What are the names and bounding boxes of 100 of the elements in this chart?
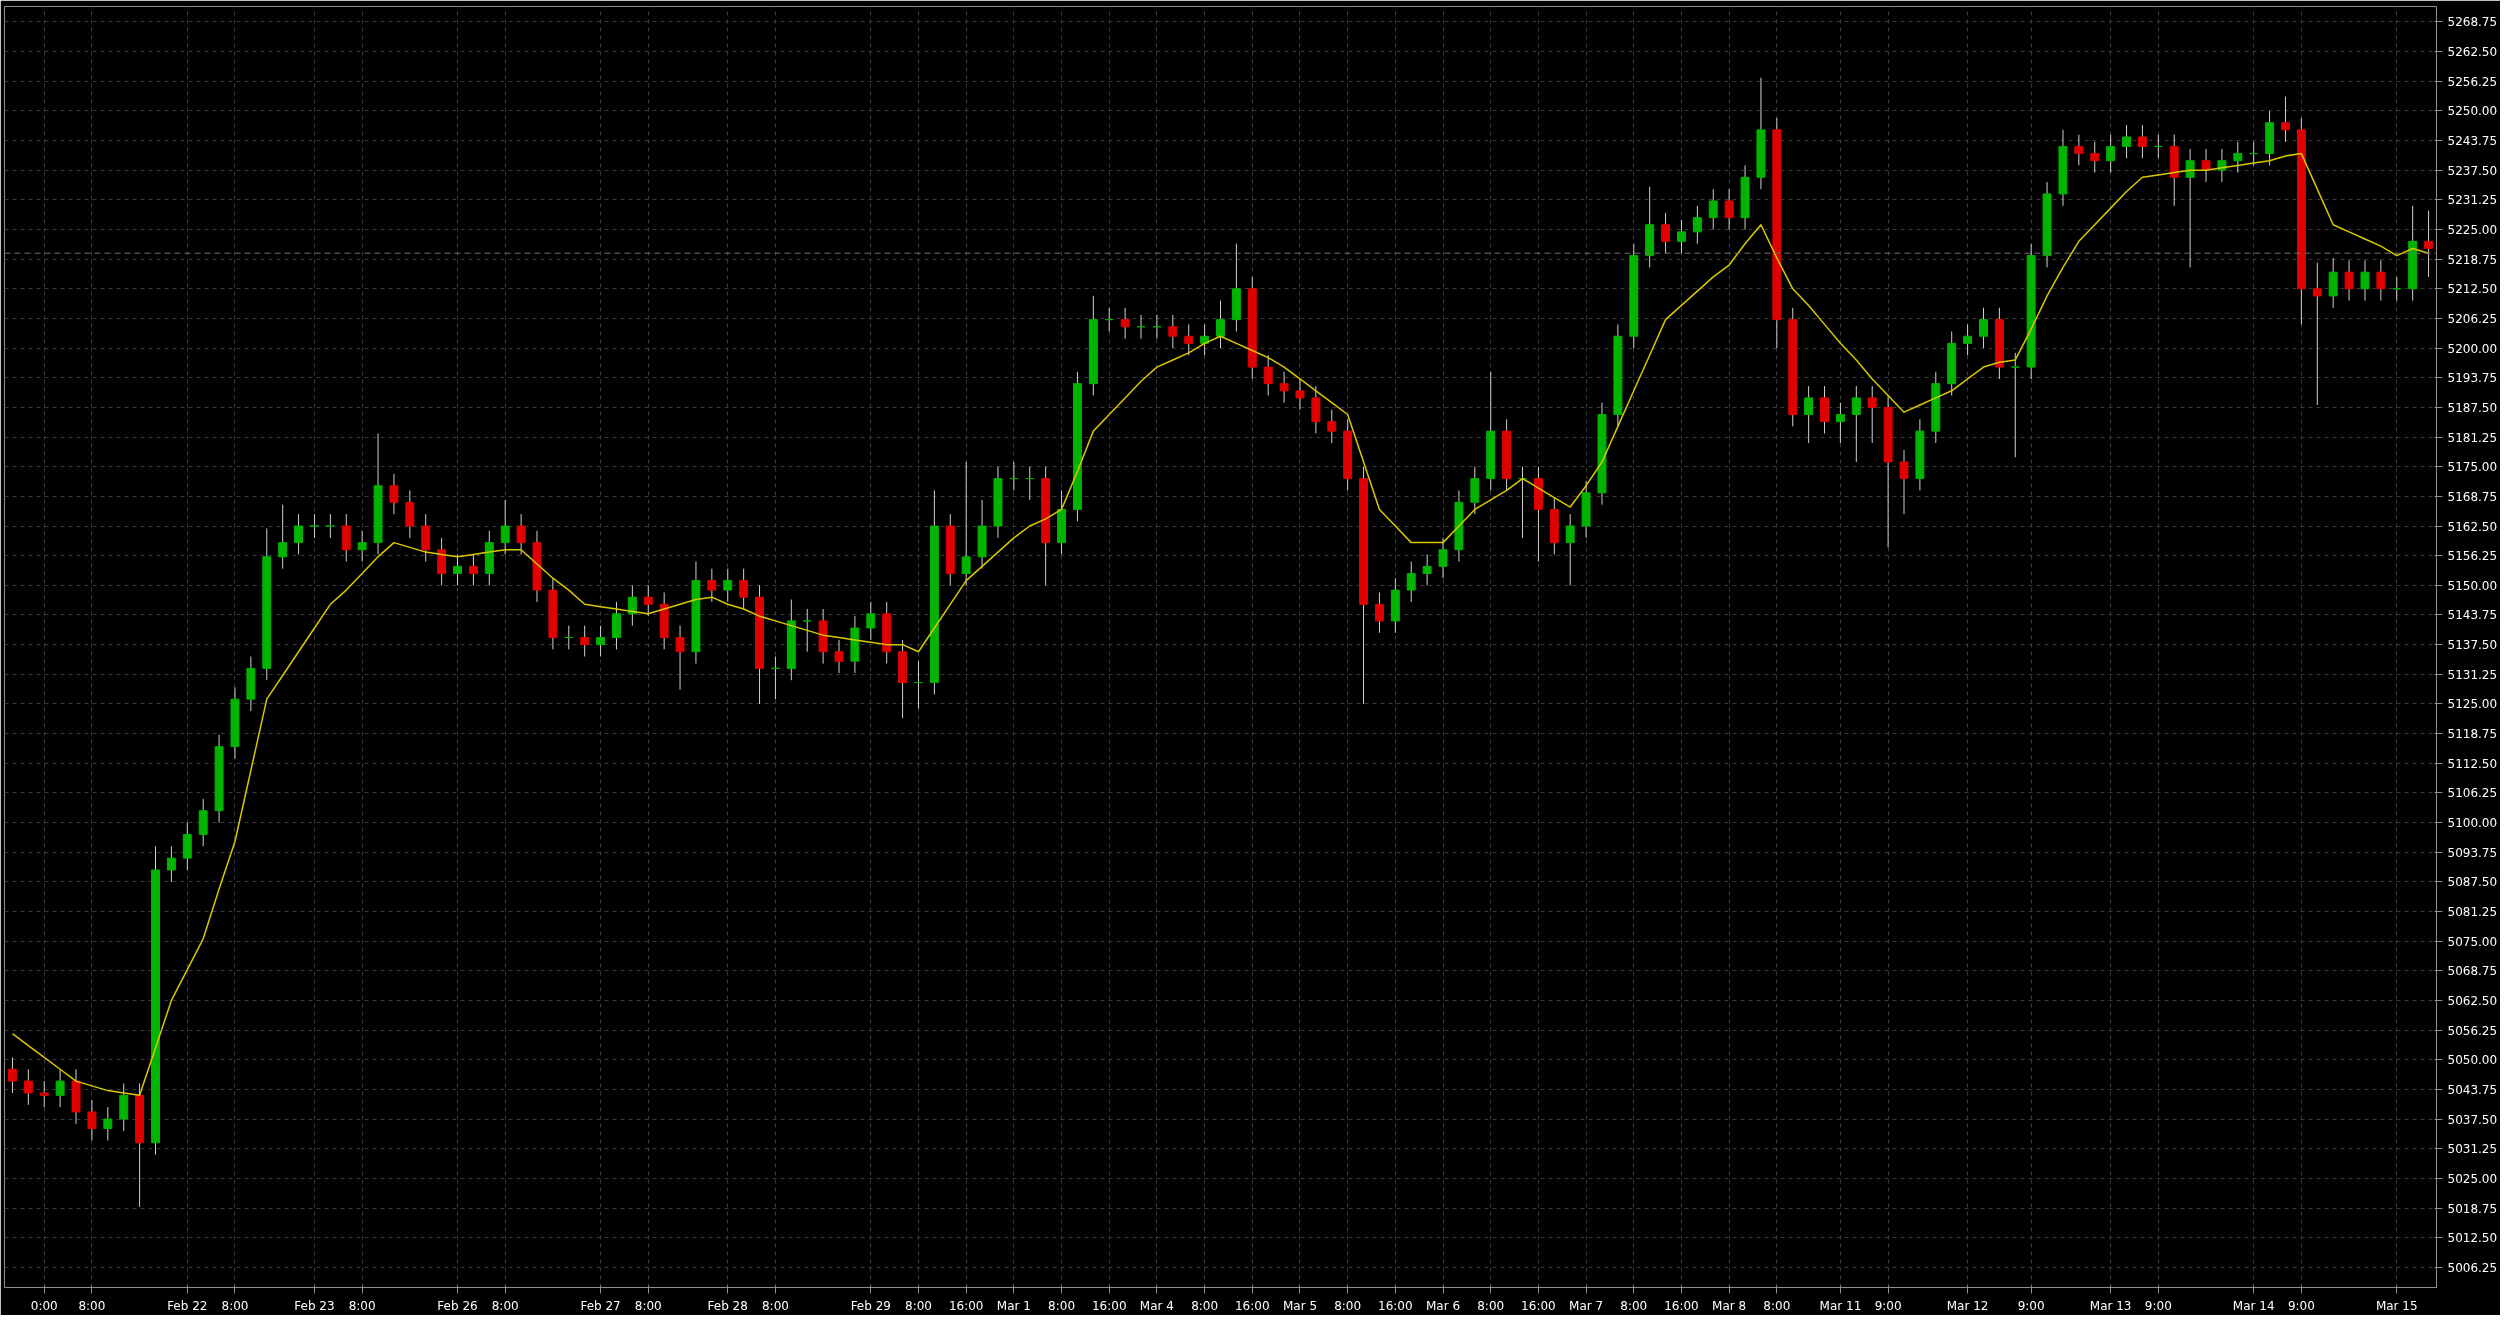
- x-tick-label: 8:00: [905, 1298, 932, 1313]
- y-tick-label: 5125.00: [2447, 697, 2498, 712]
- candlestick: [421, 513, 431, 563]
- y-tick-label: 5243.75: [2447, 134, 2498, 149]
- candlestick: [119, 1082, 129, 1132]
- x-tick-label: 8:00: [1191, 1298, 1219, 1313]
- y-tick-label: 5093.75: [2447, 845, 2498, 860]
- x-tick-label: 9:00: [2287, 1298, 2315, 1313]
- y-tick-label: 5218.75: [2447, 252, 2498, 267]
- x-tick-label: 8:00: [1763, 1298, 1791, 1313]
- candlestick: [1676, 219, 1686, 254]
- x-tick-label: Mar 15: [2375, 1298, 2418, 1313]
- x-tick-label: Feb 23: [294, 1298, 335, 1313]
- x-tick-label: Mar 8: [1712, 1298, 1747, 1313]
- y-tick-label: 5181.25: [2447, 430, 2498, 445]
- x-tick-label: 8:00: [348, 1298, 376, 1313]
- y-tick-label: 5068.75: [2447, 964, 2498, 979]
- x-tick-label: 16:00: [1378, 1298, 1413, 1313]
- y-tick-label: 5212.50: [2447, 282, 2498, 297]
- candlestick: [1295, 378, 1305, 411]
- candlestick: [39, 1080, 49, 1108]
- y-tick-label: 5231.25: [2447, 193, 2498, 208]
- candlestick: [7, 1056, 17, 1094]
- y-tick-label: 5025.00: [2447, 1171, 2498, 1186]
- x-tick-label: 16:00: [1521, 1298, 1556, 1313]
- candlestick: [675, 625, 685, 691]
- y-tick-label: 5206.25: [2447, 311, 2498, 326]
- x-tick-label: Mar 11: [1819, 1298, 1862, 1313]
- candlestick: [580, 625, 590, 657]
- candlestick: [2233, 141, 2243, 174]
- y-tick-label: 5062.50: [2447, 993, 2498, 1008]
- candlestick: [405, 489, 415, 539]
- y-tick-label: 5143.75: [2447, 608, 2498, 623]
- x-tick-label: Feb 27: [580, 1298, 621, 1313]
- candlestick: [1899, 449, 1909, 515]
- candlestick: [1565, 513, 1575, 586]
- x-tick-label: 8:00: [1477, 1298, 1505, 1313]
- x-tick-label: 0:00: [30, 1298, 58, 1313]
- candlestick: [2344, 259, 2354, 302]
- y-tick-label: 5175.00: [2447, 460, 2498, 475]
- candlestick: [1374, 591, 1384, 634]
- x-tick-label: Mar 1: [996, 1298, 1031, 1313]
- candlestick: [1438, 537, 1448, 579]
- y-tick-label: 5237.50: [2447, 163, 2498, 178]
- candlestick: [643, 584, 653, 617]
- candlestick: [2312, 262, 2322, 406]
- candlestick: [1692, 205, 1702, 245]
- y-tick-label: 5043.75: [2447, 1082, 2498, 1097]
- candlestick: [612, 601, 621, 650]
- x-tick-label: 16:00: [948, 1298, 984, 1313]
- x-tick-label: Feb 22: [167, 1298, 208, 1313]
- candlestick: [2201, 148, 2211, 183]
- x-tick-label: 9:00: [2017, 1298, 2045, 1313]
- candlestick: [55, 1068, 65, 1108]
- x-tick-label: Mar 14: [2232, 1298, 2275, 1313]
- candlestick: [389, 473, 399, 515]
- candlestick: [2122, 124, 2132, 159]
- candlestick: [1327, 409, 1337, 444]
- x-tick-label: 8:00: [634, 1298, 662, 1313]
- x-tick-label: 8:00: [78, 1298, 106, 1313]
- candlestick: [1406, 561, 1416, 603]
- candlestick: [1263, 354, 1273, 397]
- y-tick-label: 5225.00: [2447, 222, 2498, 237]
- y-tick-label: 5187.50: [2447, 400, 2498, 415]
- y-tick-label: 5262.50: [2447, 45, 2498, 60]
- candlestick: [1724, 188, 1734, 230]
- candlestick: [2328, 257, 2338, 309]
- x-tick-label: 8:00: [491, 1298, 519, 1313]
- candlestick: [1804, 385, 1814, 444]
- candlestick: [1470, 466, 1480, 515]
- candlestick: [468, 553, 478, 586]
- y-tick-label: 5087.50: [2447, 875, 2498, 890]
- candlestick: [294, 513, 304, 555]
- y-tick-label: 5256.25: [2447, 74, 2498, 89]
- candlestick: [357, 530, 367, 563]
- x-tick-label: Mar 5: [1282, 1298, 1318, 1313]
- y-tick-label: 5118.75: [2447, 727, 2498, 742]
- candlestick: [2106, 134, 2116, 174]
- y-tick-label: 5200.00: [2447, 341, 2498, 356]
- y-tick-label: 5006.25: [2447, 1260, 2498, 1275]
- candlestick: [707, 568, 717, 603]
- y-tick-label: 5012.50: [2447, 1231, 2498, 1246]
- y-tick-label: 5037.50: [2447, 1112, 2498, 1127]
- candlestick: [2090, 141, 2100, 174]
- x-tick-label: 9:00: [2144, 1298, 2172, 1313]
- candlestick: [500, 499, 510, 555]
- y-tick-label: 5156.25: [2447, 549, 2498, 564]
- candlestick: [1835, 402, 1845, 444]
- candlestick: [23, 1068, 33, 1106]
- candlestick: [961, 461, 971, 586]
- candlestick: [596, 625, 606, 657]
- candlestick: [2360, 259, 2370, 302]
- candlestick: [1867, 385, 1877, 444]
- candlestick: [341, 513, 351, 563]
- x-tick-label: 16:00: [1235, 1298, 1270, 1313]
- candlestick: [1184, 323, 1194, 356]
- y-tick-label: 5056.25: [2447, 1023, 2498, 1038]
- x-tick-label: 8:00: [1334, 1298, 1362, 1313]
- y-tick-label: 5106.25: [2447, 786, 2498, 801]
- y-tick-label: 5193.75: [2447, 371, 2498, 386]
